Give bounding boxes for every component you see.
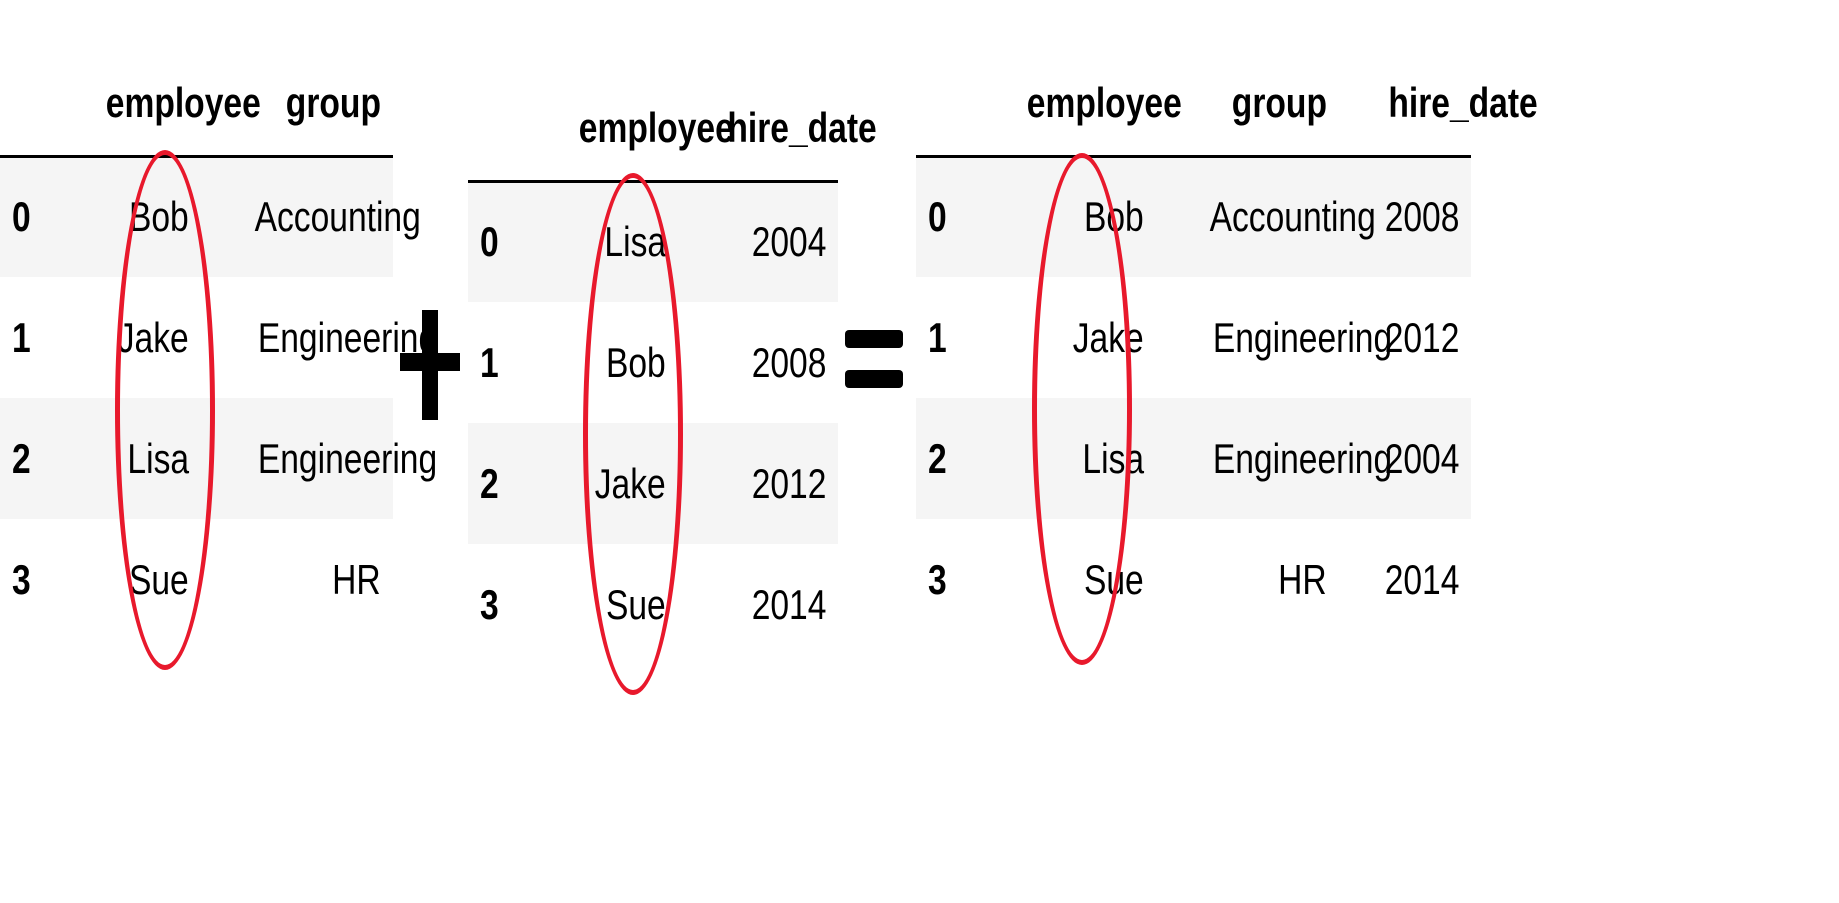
hire-date-cell: 2008 (751, 338, 826, 386)
hire-date-cell: 2004 (1384, 434, 1459, 482)
hire-date-cell: 2014 (1384, 555, 1459, 603)
hire-date-cell: 2012 (751, 459, 826, 507)
table-row: 2 Lisa Engineering 2004 (916, 398, 1471, 519)
column-header: hire_date (1388, 78, 1538, 126)
row-index: 1 (928, 313, 947, 361)
group-cell: HR (332, 555, 381, 603)
row-index: 1 (12, 313, 31, 361)
column-header: hire_date (727, 103, 877, 151)
table-row: 0 Bob Accounting (0, 156, 421, 277)
row-index: 2 (12, 434, 31, 482)
group-cell: HR (1278, 555, 1327, 603)
row-index: 3 (480, 580, 499, 628)
table-employee-hire-date: employee hire_date 0 Lisa 2004 1 Bob 200… (468, 80, 877, 665)
employee-cell: Jake (118, 313, 189, 361)
table-row: 0 Bob Accounting 2008 (916, 156, 1471, 277)
employee-cell: Lisa (1082, 434, 1144, 482)
hire-date-cell: 2004 (751, 218, 826, 266)
table-merged-result: employee group hire_date 0 Bob Accountin… (916, 55, 1538, 640)
hire-date-cell: 2012 (1384, 313, 1459, 361)
group-cell: Engineering (257, 434, 438, 482)
table-row: 1 Jake Engineering 2012 (916, 277, 1471, 398)
employee-cell: Bob (129, 193, 189, 241)
row-index: 1 (480, 338, 499, 386)
plus-icon (400, 310, 460, 420)
hire-date-cell: 2014 (751, 580, 826, 628)
group-cell: Engineering (1212, 313, 1393, 361)
table-row: 3 Sue 2014 (468, 544, 838, 665)
index-header (468, 80, 528, 181)
employee-cell: Sue (606, 580, 666, 628)
table-row: 0 Lisa 2004 (468, 181, 838, 302)
row-index: 0 (12, 193, 31, 241)
employee-cell: Jake (595, 459, 666, 507)
row-index: 2 (928, 434, 947, 482)
row-index: 0 (928, 193, 947, 241)
employee-cell: Lisa (604, 218, 666, 266)
column-header: group (285, 78, 381, 126)
employee-cell: Jake (1073, 313, 1144, 361)
group-cell: Accounting (1209, 193, 1376, 241)
row-index: 3 (928, 555, 947, 603)
employee-cell: Sue (1084, 555, 1144, 603)
employee-cell: Bob (606, 338, 666, 386)
header-row: employee hire_date (468, 80, 877, 181)
equals-icon (845, 330, 903, 388)
index-header (0, 55, 55, 156)
row-index: 0 (480, 218, 499, 266)
group-cell: Engineering (1212, 434, 1393, 482)
header-row: employee group hire_date (916, 55, 1538, 156)
employee-cell: Bob (1084, 193, 1144, 241)
table-row: 3 Sue HR 2014 (916, 519, 1471, 640)
hire-date-cell: 2008 (1384, 193, 1459, 241)
column-header: employee (1026, 78, 1182, 126)
row-index: 3 (12, 555, 31, 603)
table-row: 2 Jake 2012 (468, 423, 838, 544)
table-row: 1 Jake Engineering (0, 277, 438, 398)
employee-cell: Sue (129, 555, 189, 603)
column-header: employee (105, 78, 261, 126)
index-header (916, 55, 976, 156)
column-header: group (1231, 78, 1327, 126)
group-cell: Accounting (254, 193, 421, 241)
column-header: employee (578, 103, 734, 151)
table-row: 2 Lisa Engineering (0, 398, 438, 519)
employee-cell: Lisa (127, 434, 189, 482)
header-row: employee group (0, 55, 393, 156)
table-row: 3 Sue HR (0, 519, 393, 640)
row-index: 2 (480, 459, 499, 507)
group-cell: Engineering (257, 313, 438, 361)
table-employee-group: employee group 0 Bob Accounting 1 Jake E… (0, 55, 438, 640)
table-row: 1 Bob 2008 (468, 302, 838, 423)
